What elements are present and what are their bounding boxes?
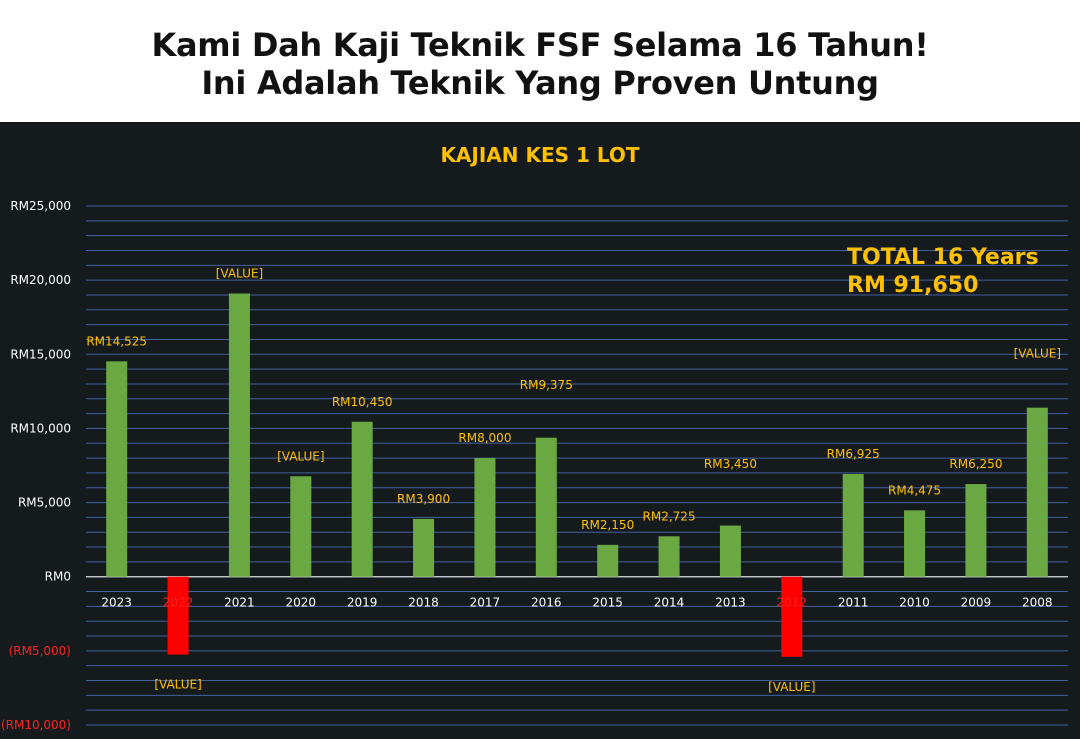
data-label: RM4,475 [888, 483, 941, 497]
bar-2023 [106, 361, 128, 577]
bar-2019 [351, 421, 373, 577]
y-tick-label: RM25,000 [10, 199, 71, 213]
data-label: [VALUE] [216, 266, 263, 280]
x-category-label: 2008 [1022, 596, 1053, 610]
x-category-label: 2014 [654, 596, 685, 610]
bar-2022 [167, 576, 189, 655]
data-label: [VALUE] [154, 678, 201, 692]
x-category-label: 2018 [408, 596, 439, 610]
data-label: [VALUE] [277, 449, 324, 463]
y-tick-label: RM20,000 [10, 273, 71, 287]
chart-panel: RM25,000 RM20,000 RM15,000 RM10,000 RM5,000 R… [0, 122, 1080, 739]
bar-chart: RM25,000 RM20,000 RM15,000 RM10,000 RM5,000 R… [1, 143, 1068, 732]
chart-title: KAJIAN KES 1 LOT [440, 143, 639, 167]
bar-2013 [719, 525, 741, 577]
header: Kami Dah Kaji Teknik FSF Selama 16 Tahun… [0, 0, 1080, 122]
data-label: RM8,000 [458, 431, 511, 445]
y-tick-label: (RM10,000) [1, 718, 71, 732]
data-label: [VALUE] [768, 680, 815, 694]
headline: Kami Dah Kaji Teknik FSF Selama 16 Tahun… [0, 26, 1080, 102]
headline-line-1: Kami Dah Kaji Teknik FSF Selama 16 Tahun… [151, 26, 929, 64]
data-label: RM14,525 [86, 334, 147, 348]
x-category-label: 2013 [715, 596, 746, 610]
bar-2018 [413, 518, 435, 577]
x-category-label: 2022 [163, 596, 194, 610]
x-category-label: 2011 [838, 596, 869, 610]
headline-line-2: Ini Adalah Teknik Yang Proven Untung [201, 64, 879, 102]
data-label: RM2,725 [643, 509, 696, 523]
bar-2016 [535, 437, 557, 577]
bar-2010 [904, 510, 926, 577]
total-annotation-line-1: TOTAL 16 Years [847, 245, 1039, 270]
x-category-label: 2017 [470, 596, 501, 610]
x-category-label: 2020 [286, 596, 317, 610]
bar-2008 [1026, 407, 1048, 577]
bar-layer [106, 293, 1048, 657]
total-annotation-line-2: RM 91,650 [847, 273, 978, 298]
y-tick-label: RM0 [45, 570, 71, 584]
x-category-label: 2016 [531, 596, 562, 610]
y-tick-label: (RM5,000) [9, 644, 71, 658]
y-tick-label: RM5,000 [18, 496, 71, 510]
x-category-label: 2023 [101, 596, 132, 610]
bar-2020 [290, 476, 312, 577]
bar-2017 [474, 458, 496, 577]
data-label: RM2,150 [581, 518, 634, 532]
bar-2012 [781, 576, 803, 657]
data-label: RM6,250 [949, 457, 1002, 471]
bar-2021 [228, 293, 250, 577]
y-tick-label: RM15,000 [10, 347, 71, 361]
bar-2015 [597, 544, 619, 577]
data-label: RM10,450 [332, 395, 393, 409]
x-category-label: 2019 [347, 596, 378, 610]
data-label: RM3,450 [704, 457, 757, 471]
data-label: RM3,900 [397, 492, 450, 506]
data-label: [VALUE] [1014, 347, 1061, 361]
bar-2014 [658, 536, 680, 577]
label-layer: RM25,000 RM20,000 RM15,000 RM10,000 RM5,000 R… [1, 199, 1061, 732]
x-category-label: 2010 [899, 596, 930, 610]
bar-2009 [965, 484, 987, 577]
x-category-label: 2012 [777, 596, 808, 610]
data-label: RM6,925 [827, 447, 880, 461]
y-tick-label: RM10,000 [10, 421, 71, 435]
x-category-label: 2015 [592, 596, 623, 610]
data-label: RM9,375 [520, 378, 573, 392]
x-category-label: 2009 [961, 596, 992, 610]
bar-2011 [842, 474, 864, 577]
x-category-label: 2021 [224, 596, 255, 610]
